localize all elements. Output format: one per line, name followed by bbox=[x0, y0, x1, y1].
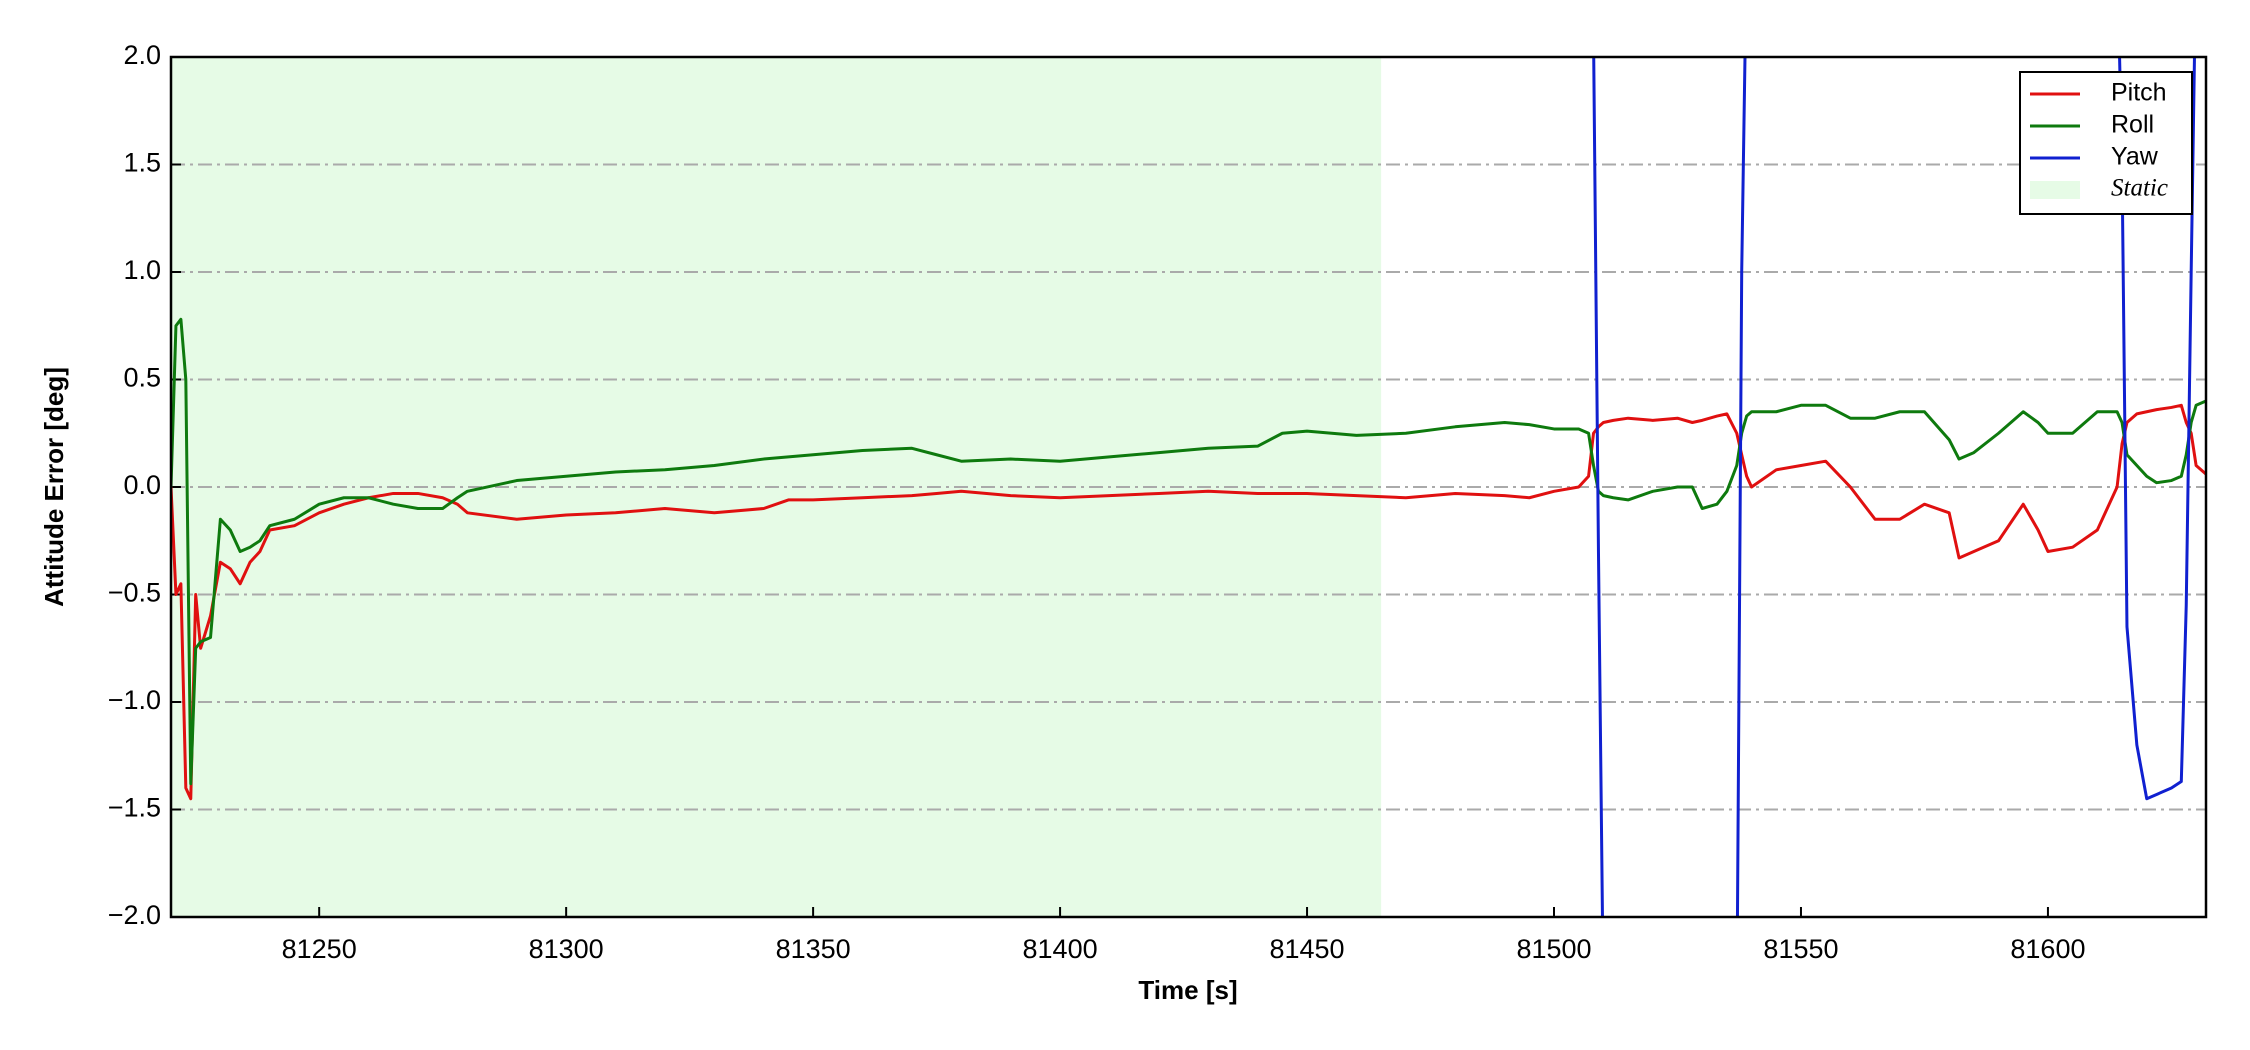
x-axis-label: Time [s] bbox=[1138, 975, 1237, 1005]
x-tick-label: 81550 bbox=[1763, 934, 1838, 964]
y-tick-label: 0.5 bbox=[123, 363, 161, 393]
y-axis-label: Attitude Error [deg] bbox=[39, 367, 69, 607]
plot-frame bbox=[169, 55, 2208, 919]
y-tick-label: 1.5 bbox=[123, 148, 161, 178]
x-tick-label: 81500 bbox=[1516, 934, 1591, 964]
y-tick-label: −2.0 bbox=[108, 900, 161, 930]
y-tick-label: −0.5 bbox=[108, 578, 161, 608]
x-tick-label: 81300 bbox=[529, 934, 604, 964]
y-tick-label: 2.0 bbox=[123, 40, 161, 70]
legend-label: Pitch bbox=[2111, 79, 2167, 107]
series-line bbox=[171, 317, 2206, 786]
x-tick-label: 81450 bbox=[1269, 934, 1344, 964]
legend-label: Roll bbox=[2111, 111, 2154, 139]
legend-label: Yaw bbox=[2111, 143, 2159, 171]
y-tick-label: −1.5 bbox=[108, 793, 161, 823]
x-tick-label: 81350 bbox=[776, 934, 851, 964]
legend-swatch bbox=[2030, 181, 2080, 199]
x-tick-label: 81250 bbox=[282, 934, 357, 964]
plot-area bbox=[171, 57, 2206, 917]
x-tick-label: 81400 bbox=[1023, 934, 1098, 964]
series-line bbox=[1592, 57, 2196, 917]
y-tick-label: 0.0 bbox=[123, 470, 161, 500]
y-tick-label: −1.0 bbox=[108, 685, 161, 715]
y-tick-label: 1.0 bbox=[123, 255, 161, 285]
x-tick-label: 81600 bbox=[2010, 934, 2085, 964]
series-line bbox=[171, 403, 2206, 801]
legend-label: Static bbox=[2111, 175, 2168, 202]
